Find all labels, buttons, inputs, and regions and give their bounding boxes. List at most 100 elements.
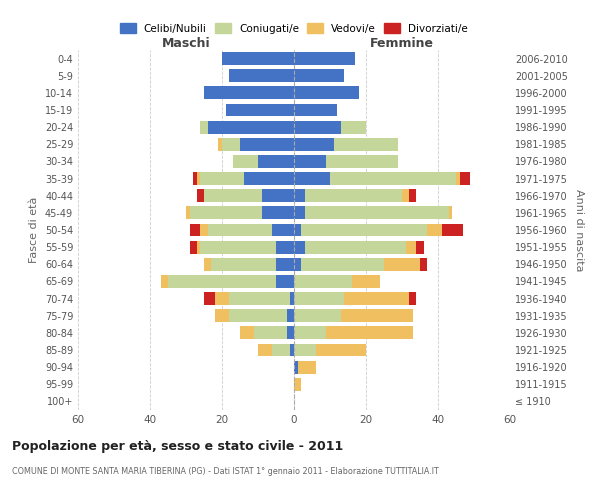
Bar — [298, 360, 316, 374]
Bar — [240, 326, 254, 340]
Bar — [420, 258, 427, 270]
Bar — [204, 86, 294, 100]
Bar — [294, 138, 334, 150]
Bar — [352, 275, 380, 288]
Bar — [276, 275, 294, 288]
Bar — [416, 240, 424, 254]
Bar — [222, 138, 240, 150]
Bar — [427, 224, 442, 236]
Bar — [294, 310, 341, 322]
Bar — [200, 240, 276, 254]
Bar — [294, 172, 330, 185]
Bar — [254, 326, 287, 340]
Bar — [294, 360, 298, 374]
Bar — [294, 224, 301, 236]
Bar — [226, 104, 294, 117]
Bar — [215, 310, 229, 322]
Y-axis label: Anni di nascita: Anni di nascita — [574, 188, 584, 271]
Bar — [294, 52, 355, 65]
Bar — [258, 155, 294, 168]
Bar — [168, 275, 276, 288]
Bar — [161, 275, 168, 288]
Bar — [276, 258, 294, 270]
Bar — [456, 172, 460, 185]
Bar — [290, 344, 294, 356]
Bar — [200, 120, 208, 134]
Bar — [402, 190, 409, 202]
Bar — [287, 310, 294, 322]
Bar — [294, 155, 326, 168]
Bar — [294, 104, 337, 117]
Bar — [305, 190, 402, 202]
Bar — [384, 258, 420, 270]
Bar — [460, 172, 470, 185]
Bar — [258, 344, 272, 356]
Bar — [341, 120, 366, 134]
Text: Femmine: Femmine — [370, 37, 434, 50]
Text: Popolazione per età, sesso e stato civile - 2011: Popolazione per età, sesso e stato civil… — [12, 440, 343, 453]
Bar — [294, 275, 352, 288]
Bar — [244, 172, 294, 185]
Bar — [208, 120, 294, 134]
Bar — [204, 292, 215, 305]
Bar — [294, 240, 305, 254]
Bar — [186, 206, 190, 220]
Bar — [290, 292, 294, 305]
Bar — [190, 240, 197, 254]
Bar — [222, 52, 294, 65]
Bar — [190, 206, 262, 220]
Bar — [197, 172, 200, 185]
Bar — [305, 206, 449, 220]
Bar — [229, 310, 287, 322]
Text: Maschi: Maschi — [161, 37, 211, 50]
Bar — [287, 326, 294, 340]
Bar — [305, 240, 406, 254]
Bar — [294, 120, 341, 134]
Bar — [344, 292, 409, 305]
Bar — [294, 344, 316, 356]
Bar — [326, 326, 413, 340]
Bar — [294, 292, 344, 305]
Bar — [294, 258, 301, 270]
Bar — [215, 292, 229, 305]
Bar — [229, 292, 290, 305]
Bar — [229, 70, 294, 82]
Y-axis label: Fasce di età: Fasce di età — [29, 197, 39, 263]
Bar — [449, 206, 452, 220]
Bar — [294, 70, 344, 82]
Bar — [409, 292, 416, 305]
Bar — [197, 190, 204, 202]
Bar — [294, 326, 326, 340]
Bar — [204, 190, 262, 202]
Bar — [301, 224, 427, 236]
Bar — [204, 258, 211, 270]
Text: COMUNE DI MONTE SANTA MARIA TIBERINA (PG) - Dati ISTAT 1° gennaio 2011 - Elabora: COMUNE DI MONTE SANTA MARIA TIBERINA (PG… — [12, 468, 439, 476]
Bar — [233, 155, 258, 168]
Bar — [190, 224, 200, 236]
Bar — [301, 258, 384, 270]
Bar — [330, 172, 456, 185]
Bar — [276, 240, 294, 254]
Bar — [294, 206, 305, 220]
Bar — [197, 240, 200, 254]
Bar — [326, 155, 398, 168]
Bar — [200, 224, 208, 236]
Bar — [272, 224, 294, 236]
Bar — [208, 224, 272, 236]
Bar — [334, 138, 398, 150]
Bar — [262, 190, 294, 202]
Bar — [316, 344, 366, 356]
Bar — [240, 138, 294, 150]
Bar — [406, 240, 416, 254]
Bar — [294, 190, 305, 202]
Bar — [200, 172, 244, 185]
Bar — [294, 86, 359, 100]
Bar — [262, 206, 294, 220]
Bar — [442, 224, 463, 236]
Bar — [211, 258, 276, 270]
Bar — [294, 378, 301, 390]
Bar — [218, 138, 222, 150]
Bar — [272, 344, 290, 356]
Bar — [341, 310, 413, 322]
Bar — [193, 172, 197, 185]
